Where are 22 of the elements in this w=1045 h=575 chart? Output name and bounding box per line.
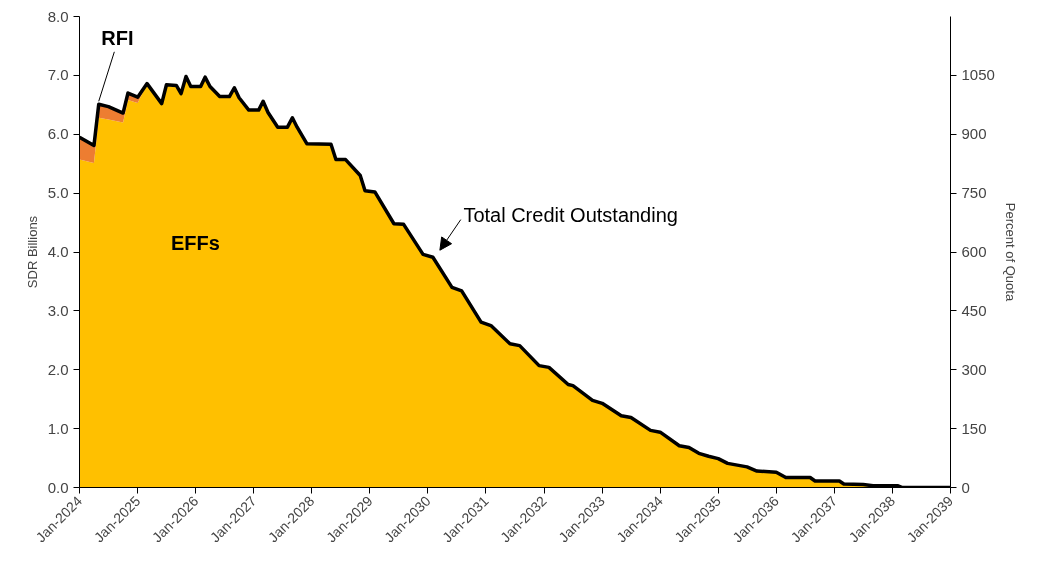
y2-tick-label: 150 — [961, 419, 987, 437]
y2-tick-label: 900 — [961, 125, 987, 143]
y-tick-label: 4.0 — [47, 243, 69, 260]
y-tick-label: 2.0 — [47, 360, 69, 378]
y2-tick-label: 0 — [961, 478, 970, 496]
y-tick-label: 6.0 — [47, 125, 69, 143]
y2-tick-label: 600 — [961, 243, 987, 260]
series-label: RFI — [101, 26, 134, 49]
y-tick-label: 1.0 — [47, 419, 69, 437]
y-tick-label: 8.0 — [47, 7, 69, 25]
y-tick-label: 7.0 — [47, 66, 69, 84]
series-label: EFFs — [170, 231, 220, 254]
y-tick-label: 5.0 — [47, 184, 69, 202]
y-axis-title: SDR Billions — [24, 215, 40, 289]
y2-tick-label: 750 — [961, 184, 987, 202]
y-tick-label: 3.0 — [47, 301, 69, 319]
annotation: Total Credit Outstanding — [463, 203, 678, 226]
y2-tick-label: 300 — [961, 360, 987, 378]
y-tick-label: 0.0 — [47, 478, 69, 496]
y2-axis-title: Percent of Quota — [1002, 202, 1018, 302]
y2-tick-label: 450 — [961, 301, 987, 319]
y2-tick-label: 1050 — [961, 66, 995, 84]
